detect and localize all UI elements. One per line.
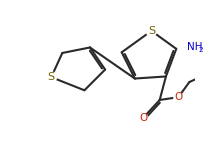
Text: NH: NH [187, 42, 203, 52]
Text: O: O [174, 92, 182, 102]
Text: 2: 2 [198, 47, 203, 53]
Text: S: S [148, 26, 155, 36]
Circle shape [139, 113, 148, 122]
Text: O: O [139, 113, 147, 123]
Circle shape [46, 72, 56, 82]
Circle shape [146, 26, 157, 36]
Circle shape [174, 93, 183, 102]
Text: S: S [48, 72, 55, 82]
